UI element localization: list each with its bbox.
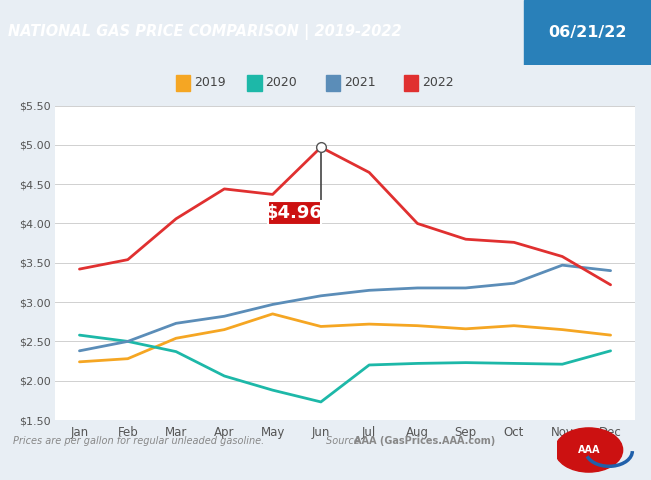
Bar — [524, 0, 651, 65]
Text: 2021: 2021 — [344, 76, 376, 89]
Text: Source:: Source: — [326, 436, 366, 446]
Text: AAA (GasPrices.AAA.com): AAA (GasPrices.AAA.com) — [354, 436, 495, 446]
Text: 2022: 2022 — [422, 76, 454, 89]
Text: AAA: AAA — [577, 445, 600, 455]
Circle shape — [555, 428, 622, 472]
Bar — [176, 75, 190, 91]
Text: 06/21/22: 06/21/22 — [548, 25, 627, 40]
FancyBboxPatch shape — [268, 202, 321, 225]
Text: Prices are per gallon for regular unleaded gasoline.: Prices are per gallon for regular unlead… — [13, 436, 264, 446]
Bar — [326, 75, 340, 91]
Text: 2020: 2020 — [266, 76, 298, 89]
Text: NATIONAL GAS PRICE COMPARISON | 2019-2022: NATIONAL GAS PRICE COMPARISON | 2019-202… — [8, 24, 402, 40]
Bar — [247, 75, 262, 91]
Text: 2019: 2019 — [194, 76, 226, 89]
Text: $4.96: $4.96 — [266, 204, 323, 222]
Bar — [404, 75, 418, 91]
